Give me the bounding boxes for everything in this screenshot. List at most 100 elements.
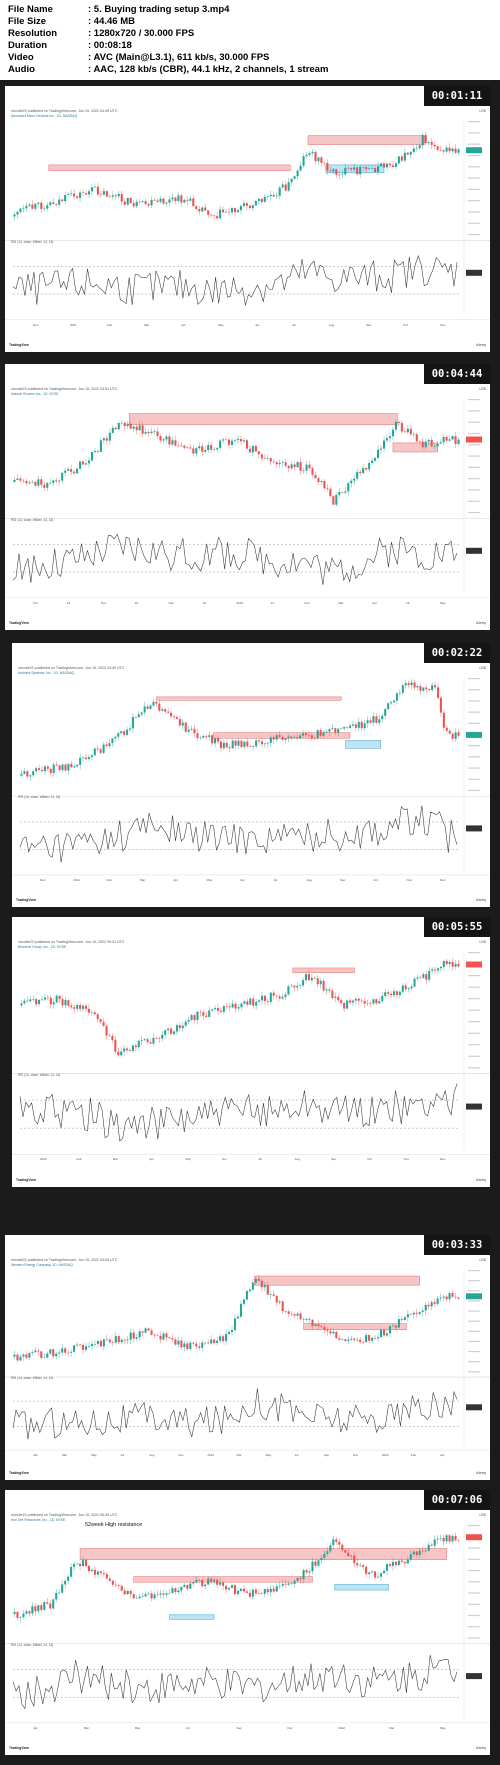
- candle-body: [31, 204, 34, 209]
- time-axis-label: Mar: [389, 1725, 395, 1730]
- candle-body: [147, 432, 150, 434]
- candle-body: [275, 735, 278, 740]
- candle-body: [434, 685, 437, 688]
- candle-body: [350, 480, 353, 484]
- candle-body: [314, 1561, 317, 1566]
- candle-body: [418, 1311, 421, 1314]
- candle-body: [153, 1334, 156, 1336]
- video-frame-2: 00:04:44 rolvoite22 published on Trading…: [5, 364, 490, 630]
- candle-body: [114, 736, 117, 739]
- candle-body: [13, 1612, 16, 1615]
- candle-body: [180, 1340, 183, 1348]
- meta-value: : 5. Buying trading setup 3.mp4: [88, 4, 230, 15]
- candle-body: [137, 714, 140, 718]
- candle-body: [281, 462, 284, 463]
- candle-body: [351, 1000, 354, 1003]
- candle-body: [302, 980, 305, 986]
- time-axis-label: Oct: [403, 322, 408, 327]
- candle-body: [418, 441, 421, 442]
- price-tick: [468, 200, 480, 202]
- candle-body: [34, 1606, 37, 1612]
- candle-body: [58, 199, 61, 205]
- candle-body: [76, 1004, 79, 1009]
- candle-body: [344, 491, 347, 493]
- candle-body: [55, 480, 58, 482]
- candle-body: [331, 728, 334, 730]
- candle-body: [132, 203, 135, 207]
- price-tick: [468, 1558, 480, 1560]
- rsi-label: RSI (14, close, Wilder, 14, 14): [18, 795, 61, 800]
- candle-body: [213, 1579, 216, 1582]
- candle-body: [323, 481, 326, 489]
- candle-body: [159, 436, 162, 441]
- candle-body: [198, 1579, 201, 1581]
- candle-body: [96, 748, 99, 750]
- candle-body: [362, 1565, 365, 1567]
- candle-body: [123, 1048, 126, 1052]
- candle-body: [111, 738, 114, 744]
- candle-body: [43, 484, 46, 488]
- candle-body: [183, 199, 186, 203]
- time-axis-label: Aug: [306, 877, 312, 882]
- price-tick: [468, 154, 480, 157]
- candle-body: [395, 991, 398, 996]
- candle-body: [415, 434, 418, 442]
- candle-body: [419, 977, 422, 979]
- candle-body: [99, 1340, 102, 1347]
- candle-body: [37, 1605, 40, 1612]
- candle-body: [334, 996, 337, 998]
- candle-body: [263, 743, 266, 745]
- candle-body: [311, 1319, 314, 1326]
- candle-body: [337, 996, 340, 1001]
- candle-body: [335, 169, 338, 175]
- candle-body: [102, 744, 105, 753]
- candle-body: [155, 1037, 158, 1039]
- candle-body: [140, 1040, 143, 1041]
- candle-body: [290, 1583, 293, 1584]
- symbol-line: Iron Ore Resources, Inc., 1D, NYSE: [11, 1518, 66, 1522]
- candle-body: [150, 431, 153, 434]
- candle-body: [439, 966, 442, 969]
- candle-body: [158, 1037, 161, 1039]
- candle-body: [180, 195, 183, 203]
- symbol-line: Natural Grocers Inc., 1D, NYSE: [11, 392, 59, 396]
- time-axis-label: Mar: [140, 877, 146, 882]
- time-axis-label: Dec: [40, 877, 46, 882]
- candle-body: [302, 1319, 305, 1320]
- candle-body: [307, 974, 310, 981]
- candle-body: [84, 463, 88, 465]
- frame-timestamp: 00:03:33: [424, 1235, 490, 1255]
- candle-body: [99, 749, 102, 753]
- candle-body: [323, 162, 326, 164]
- candle-body: [266, 196, 269, 197]
- candle-body: [400, 1319, 403, 1321]
- candle-body: [13, 1354, 16, 1357]
- price-tick: [468, 1614, 480, 1617]
- candle-body: [184, 1021, 187, 1026]
- candle-body: [43, 208, 46, 210]
- support-zone: [334, 1584, 389, 1591]
- candle-body: [329, 170, 332, 172]
- candle-body: [152, 1037, 155, 1044]
- candle-body: [23, 1000, 26, 1004]
- candle-body: [49, 482, 52, 484]
- candle-body: [395, 693, 398, 701]
- candle-body: [260, 741, 264, 745]
- candle-body: [76, 1563, 79, 1565]
- meta-value: : 1280x720 / 30.000 FPS: [88, 28, 195, 39]
- candle-body: [284, 1311, 287, 1312]
- candle-body: [310, 977, 313, 981]
- candle-body: [242, 1588, 245, 1592]
- candle-body: [168, 1592, 171, 1594]
- candle-body: [55, 1592, 58, 1600]
- candle-body: [111, 195, 114, 197]
- candle-body: [371, 1337, 374, 1341]
- candle-body: [28, 1611, 31, 1614]
- candle-body: [424, 441, 427, 448]
- resistance-zone: [48, 164, 291, 171]
- candle-body: [302, 733, 305, 736]
- candle-body: [353, 478, 356, 481]
- candle-body: [114, 427, 117, 430]
- candle-body: [436, 443, 439, 447]
- price-chart: [5, 1270, 490, 1451]
